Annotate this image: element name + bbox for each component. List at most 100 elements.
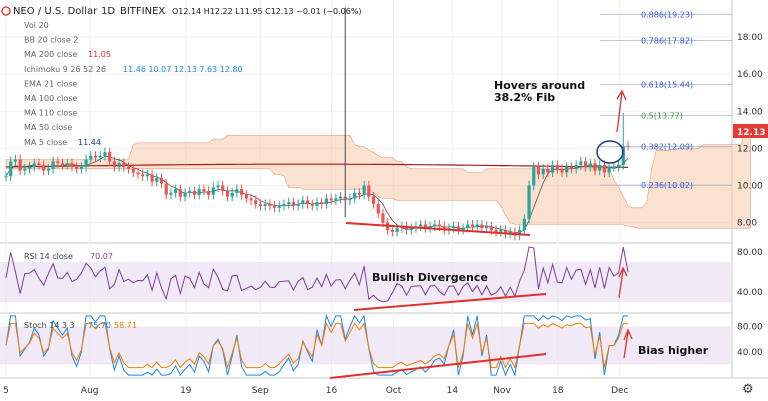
candle-body <box>211 187 215 195</box>
candle-body <box>616 165 621 167</box>
stoch-legend-k: 75.70 <box>88 321 111 330</box>
indicator-label: MA 50 close <box>24 123 72 132</box>
time-axis-label: Oct <box>386 386 402 396</box>
symbol-title: NEO / U.S. Dollar <box>13 6 98 17</box>
symbol-dot-icon <box>1 6 11 16</box>
candle-body <box>395 228 399 232</box>
candle-body <box>136 172 140 175</box>
rsi-up-arrow-icon <box>618 266 628 299</box>
settings-gear-icon[interactable]: ⚙ <box>742 382 754 397</box>
candle-body <box>84 159 88 167</box>
interval-label: 1D <box>101 6 115 17</box>
fib-level-label: 0.618(15.44) <box>641 81 693 90</box>
candle-body <box>305 200 310 205</box>
candle-body <box>272 205 277 208</box>
indicator-legend: Vol 20 BB 20 close 2 MA 200 close 11.05 Ichi… <box>24 21 243 147</box>
candle-body <box>489 226 493 231</box>
candle-body <box>159 178 164 184</box>
candle-body <box>183 192 187 197</box>
last-price-badge <box>733 124 768 138</box>
candle-body <box>315 202 319 206</box>
candle-body <box>70 163 74 167</box>
exchange-label: BITFINEX <box>120 6 165 17</box>
candle-body <box>23 168 27 171</box>
time-axis-label: 14 <box>447 386 459 396</box>
candle-body <box>320 202 324 205</box>
stoch-divergence-line <box>329 353 547 379</box>
indicator-value: 11.44 <box>78 138 101 147</box>
candle-body <box>254 200 258 205</box>
fib-levels: 0.886(19.23) 0.786(17.82) 0.618(15.44) 0.5(… <box>600 10 732 190</box>
stoch-legend-label: Stoch 14 3 3 <box>24 321 75 330</box>
candle-body <box>221 185 225 192</box>
time-axis-label: 19 <box>180 386 192 396</box>
candle-body <box>376 204 380 214</box>
stoch-axis-label: 40.00 <box>737 348 763 358</box>
candle-body <box>532 166 536 186</box>
candle-body <box>112 161 116 167</box>
candle-body <box>522 218 526 231</box>
candle-body <box>287 202 291 205</box>
rsi-line <box>5 246 629 303</box>
fib-level-label: 0.5(13.77) <box>641 112 683 121</box>
price-axis-label: 16.00 <box>737 70 763 80</box>
candle-body <box>334 198 338 201</box>
indicator-value: 11.46 10.07 12.13 7.63 12.80 <box>123 65 243 74</box>
candle-body <box>244 194 248 199</box>
candle-body <box>174 189 178 193</box>
price-axis-label: 8.00 <box>737 219 757 229</box>
candle-body <box>37 163 41 166</box>
candle-body <box>310 204 314 206</box>
candle-body <box>291 202 296 206</box>
candle-body <box>4 176 8 178</box>
candle-body <box>240 189 244 195</box>
last-price-value: 12.13 <box>737 128 765 138</box>
candle-body <box>235 189 239 193</box>
indicator-value: 11.05 <box>88 50 111 59</box>
candle-body <box>626 145 630 147</box>
time-axis-label: Nov <box>493 386 511 396</box>
candle-body <box>602 165 607 173</box>
candle-body <box>607 166 611 173</box>
candle-body <box>452 226 456 229</box>
candle-body <box>93 155 98 158</box>
fib-level-label: 0.786(17.82) <box>641 36 693 45</box>
stoch-pane <box>0 314 732 377</box>
candle-body <box>338 196 343 199</box>
candle-body <box>79 166 83 169</box>
rsi-axis-label: 40.00 <box>737 288 763 298</box>
candle-body <box>593 163 597 171</box>
candle-body <box>42 165 46 171</box>
candle-body <box>381 213 385 223</box>
stoch-legend-d: 58.71 <box>114 321 137 330</box>
candle-body <box>428 226 432 229</box>
indicator-label: MA 5 close <box>24 138 67 147</box>
candle-body <box>546 168 550 173</box>
price-axis-label: 12.00 <box>737 144 763 154</box>
candle-body <box>9 161 13 177</box>
chart-legend: NEO / U.S. Dollar 1D BITFINEX O12.14 H12… <box>1 6 362 17</box>
candle-body <box>357 192 362 195</box>
ichimoku-cloud <box>5 128 751 229</box>
candle-body <box>145 174 149 177</box>
candle-body <box>207 191 211 195</box>
candle-body <box>536 166 541 175</box>
candle-body <box>503 230 508 234</box>
candle-body <box>583 161 588 167</box>
time-axis-label: Dec <box>611 386 628 396</box>
candle-body <box>527 185 531 219</box>
stoch-d-line <box>5 321 629 370</box>
annotation-bullish-divergence: Bullish Divergence <box>372 271 488 284</box>
candle-body <box>89 155 93 160</box>
price-axis-label: 10.00 <box>737 181 763 191</box>
candle-body <box>27 166 32 169</box>
candle-body <box>103 152 107 156</box>
candle-body <box>56 161 60 164</box>
candle-body <box>475 224 479 227</box>
rsi-divergence-line <box>353 293 547 311</box>
time-axis-label: 18 <box>552 386 564 396</box>
rsi-pane <box>0 246 732 303</box>
candle-body <box>485 226 489 229</box>
candle-body <box>249 198 253 201</box>
candle-body <box>65 163 69 166</box>
